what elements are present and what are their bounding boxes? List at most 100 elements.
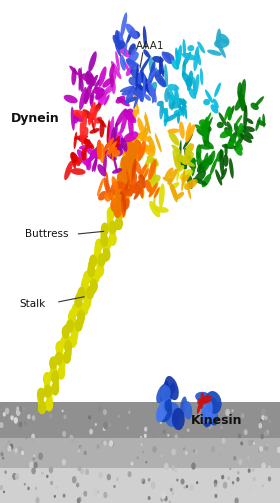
Ellipse shape — [134, 187, 143, 200]
Circle shape — [148, 479, 150, 481]
Ellipse shape — [196, 152, 202, 169]
Ellipse shape — [115, 144, 122, 150]
Circle shape — [101, 223, 108, 235]
Ellipse shape — [251, 103, 259, 110]
Circle shape — [46, 399, 53, 411]
Circle shape — [261, 435, 263, 439]
Circle shape — [248, 469, 250, 472]
Circle shape — [8, 446, 11, 451]
Circle shape — [108, 474, 110, 480]
Circle shape — [28, 487, 29, 489]
Circle shape — [62, 410, 63, 411]
Ellipse shape — [200, 124, 212, 132]
Ellipse shape — [145, 79, 153, 97]
Circle shape — [124, 143, 131, 155]
Circle shape — [79, 497, 81, 501]
Circle shape — [104, 442, 106, 445]
Circle shape — [172, 407, 173, 409]
Bar — [0, 402, 280, 438]
Ellipse shape — [183, 401, 192, 420]
Ellipse shape — [106, 172, 109, 195]
Ellipse shape — [164, 402, 180, 427]
Ellipse shape — [185, 144, 194, 157]
Ellipse shape — [189, 88, 196, 99]
Text: Stalk: Stalk — [20, 299, 46, 309]
Ellipse shape — [121, 193, 125, 217]
Ellipse shape — [143, 26, 147, 49]
Circle shape — [222, 475, 223, 479]
Ellipse shape — [239, 79, 246, 105]
Ellipse shape — [136, 79, 144, 102]
Ellipse shape — [234, 135, 244, 150]
Ellipse shape — [64, 160, 73, 180]
Ellipse shape — [87, 149, 94, 170]
Ellipse shape — [237, 82, 242, 98]
Circle shape — [14, 418, 17, 423]
Ellipse shape — [96, 89, 105, 100]
Circle shape — [146, 462, 147, 463]
Circle shape — [278, 448, 280, 452]
Ellipse shape — [111, 138, 119, 144]
Circle shape — [39, 401, 45, 413]
Circle shape — [28, 415, 30, 418]
Circle shape — [64, 351, 70, 363]
Ellipse shape — [181, 169, 185, 192]
Circle shape — [10, 444, 13, 449]
Ellipse shape — [144, 145, 155, 157]
Ellipse shape — [216, 39, 226, 58]
Ellipse shape — [156, 384, 167, 403]
Circle shape — [118, 201, 125, 213]
Ellipse shape — [234, 115, 242, 127]
Ellipse shape — [128, 43, 136, 55]
Ellipse shape — [116, 96, 125, 104]
Circle shape — [238, 472, 239, 474]
Circle shape — [126, 171, 132, 183]
Circle shape — [123, 148, 130, 160]
Ellipse shape — [148, 82, 157, 103]
Ellipse shape — [149, 60, 155, 86]
Circle shape — [108, 207, 114, 219]
Ellipse shape — [181, 175, 189, 182]
Ellipse shape — [115, 51, 120, 71]
Circle shape — [20, 406, 22, 411]
Ellipse shape — [202, 395, 212, 403]
Ellipse shape — [223, 154, 228, 167]
Ellipse shape — [237, 123, 243, 137]
Circle shape — [269, 477, 270, 481]
Circle shape — [30, 462, 33, 468]
Circle shape — [118, 191, 124, 203]
Ellipse shape — [238, 125, 245, 139]
Ellipse shape — [78, 67, 82, 91]
Circle shape — [118, 415, 119, 417]
Ellipse shape — [123, 131, 138, 142]
Ellipse shape — [117, 40, 125, 49]
Ellipse shape — [97, 118, 107, 128]
Circle shape — [73, 477, 76, 483]
Circle shape — [109, 221, 116, 233]
Circle shape — [103, 248, 110, 261]
Ellipse shape — [167, 169, 178, 185]
Circle shape — [84, 491, 87, 496]
Ellipse shape — [148, 66, 155, 82]
Ellipse shape — [113, 155, 118, 173]
Ellipse shape — [183, 39, 186, 56]
Circle shape — [145, 428, 147, 431]
Ellipse shape — [222, 144, 236, 149]
Ellipse shape — [71, 107, 75, 131]
Ellipse shape — [98, 95, 107, 106]
Ellipse shape — [167, 52, 172, 64]
Ellipse shape — [155, 187, 160, 198]
Ellipse shape — [129, 76, 138, 86]
Circle shape — [248, 440, 251, 445]
Ellipse shape — [154, 187, 160, 198]
Ellipse shape — [153, 196, 156, 208]
Ellipse shape — [200, 68, 203, 86]
Ellipse shape — [242, 130, 253, 139]
Circle shape — [109, 441, 113, 446]
Circle shape — [114, 185, 121, 197]
Ellipse shape — [172, 150, 177, 168]
Ellipse shape — [190, 158, 196, 169]
Ellipse shape — [110, 146, 117, 153]
Ellipse shape — [121, 180, 129, 202]
Ellipse shape — [171, 185, 178, 202]
